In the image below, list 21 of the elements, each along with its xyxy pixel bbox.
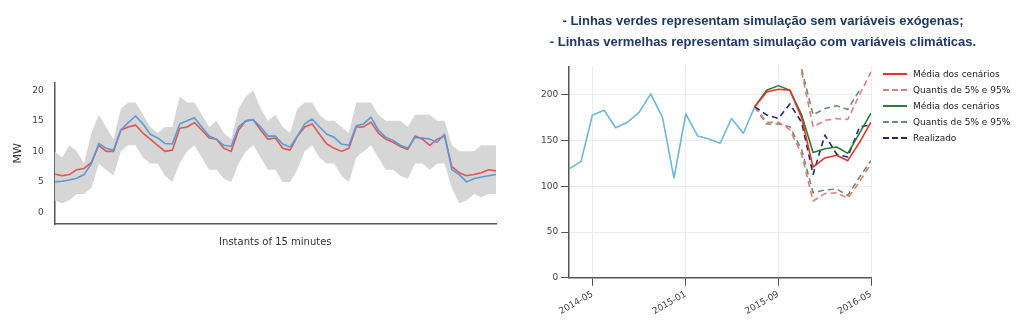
legend-label: Quantis de 5% e 95% xyxy=(913,85,1011,95)
legend-label: Média dos cenários xyxy=(913,69,1000,79)
y-tick-label: 20 xyxy=(32,84,44,95)
y-tick-label: 15 xyxy=(32,115,44,126)
y-tick-label: 100 xyxy=(540,180,559,191)
x-axis-title: Instants of 15 minutes xyxy=(219,235,332,247)
y-tick-label: 200 xyxy=(540,89,559,100)
y-tick-label: 50 xyxy=(546,226,559,237)
y-tick-label: 150 xyxy=(540,134,559,145)
y-axis-title: MW xyxy=(11,142,25,164)
legend-label: Quantis de 5% e 95% xyxy=(913,117,1011,127)
line-series xyxy=(800,68,861,116)
y-tick-label: 0 xyxy=(552,272,559,283)
line-series xyxy=(800,71,871,128)
y-tick-label: 0 xyxy=(37,206,44,217)
text: - Linhas vermelhas representam simulação com variáveis climáticas. xyxy=(548,33,978,51)
y-tick-label: 10 xyxy=(32,145,44,156)
legend-label: Média dos cenários xyxy=(913,101,1000,111)
y-tick-label: 5 xyxy=(37,176,44,187)
legend-label: Realizado xyxy=(913,133,957,143)
text: - Linhas verdes representam simulação sem variáveis exógenas; xyxy=(561,12,965,30)
